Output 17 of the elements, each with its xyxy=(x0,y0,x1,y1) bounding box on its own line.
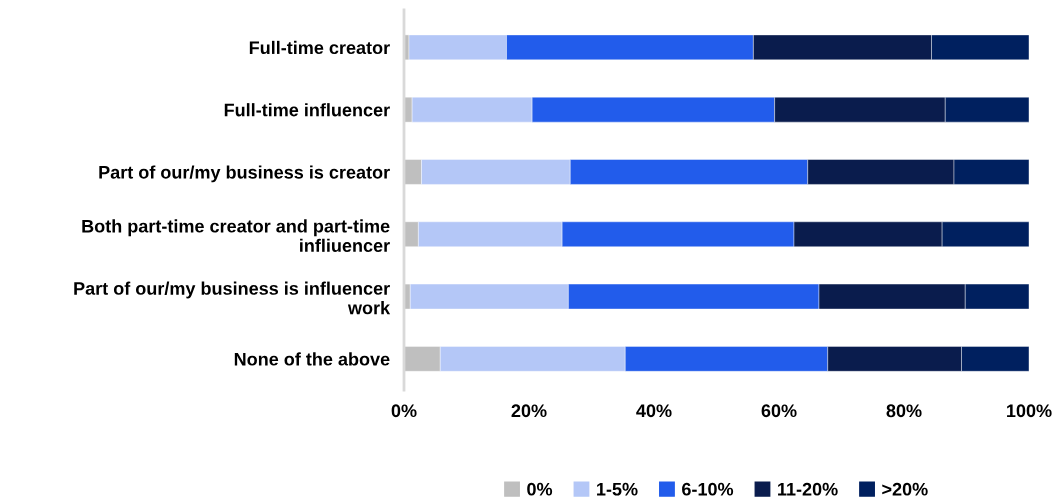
y-tick-label: None of the above xyxy=(234,352,390,366)
y-tick-label: Both part-time creator and part-time infliuencer xyxy=(82,219,390,253)
y-tick-label: Part of our/my business is creator xyxy=(99,165,390,183)
legend-label: 6-10% xyxy=(682,482,734,496)
y-tick-label: Full-time creator xyxy=(249,40,390,55)
x-tick-label: 20% xyxy=(511,404,547,418)
legend-label: >20% xyxy=(882,482,928,496)
x-tick-label: 40% xyxy=(636,404,672,418)
x-tick-label: 80% xyxy=(886,404,922,418)
y-tick-label: Full-time influencer xyxy=(224,103,390,117)
legend-label: 1-5% xyxy=(597,482,638,496)
x-tick-label: 0% xyxy=(391,404,417,418)
legend-label: 0% xyxy=(527,482,553,496)
y-tick-label: Part of our/my business is influencer work xyxy=(74,281,391,315)
legend-label: 11-20% xyxy=(778,482,838,496)
x-tick-label: 100% xyxy=(1007,404,1052,418)
x-tick-label: 60% xyxy=(761,404,797,418)
